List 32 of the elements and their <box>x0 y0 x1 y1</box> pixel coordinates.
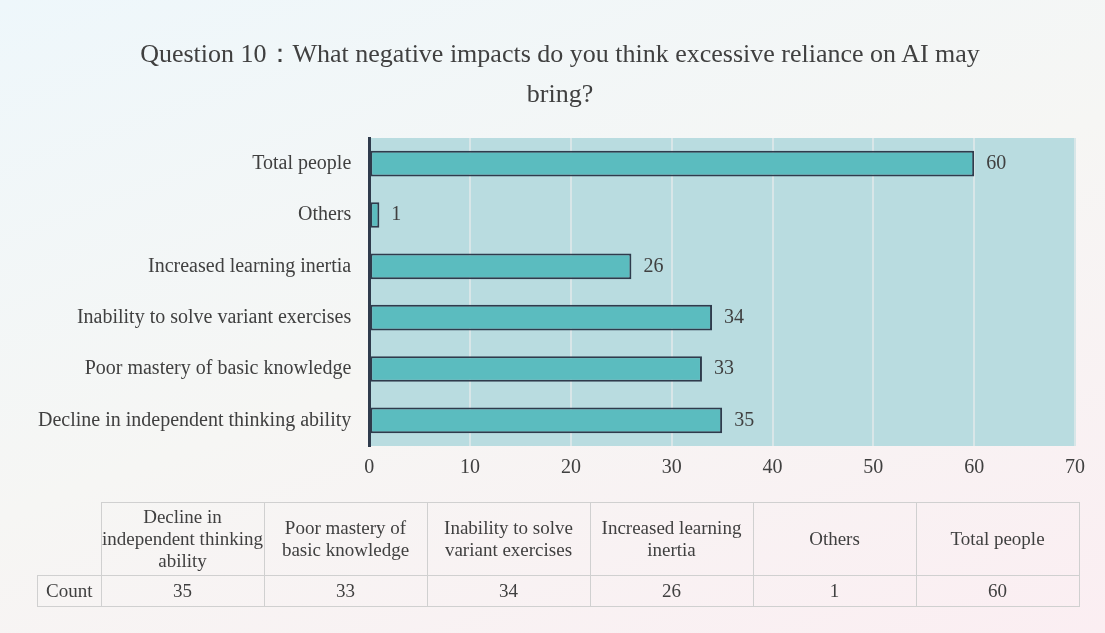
category-label: Total people <box>916 502 1079 576</box>
x-tick-label: 70 <box>1065 455 1085 478</box>
x-tick-label: 50 <box>863 455 884 478</box>
x-tick-label: 0 <box>364 455 375 478</box>
data-label: 33 <box>264 575 427 607</box>
data-label: 35 <box>734 407 755 430</box>
category-label: Others <box>753 502 916 576</box>
y-tick-label: Poor mastery of basic knowledge <box>84 356 352 380</box>
data-label: 26 <box>590 575 753 607</box>
x-tick-label: 10 <box>460 455 481 478</box>
x-tick-label: 60 <box>964 455 985 478</box>
y-tick-label: Inability to solve variant exercises <box>76 304 352 328</box>
data-label: 60 <box>916 575 1079 607</box>
x-tick-label: 30 <box>661 455 682 478</box>
data-label: 35 <box>101 575 264 607</box>
chart-title: Question 10：What negative impacts do you think excessive reliance on AI may bring? <box>139 38 981 110</box>
text: Count <box>37 575 101 607</box>
data-label: 60 <box>986 150 1007 173</box>
data-label: 1 <box>391 202 402 225</box>
category-label: Increased learning inertia <box>590 502 753 576</box>
y-tick-label: Decline in independent thinking ability <box>38 407 352 431</box>
x-tick-label: 20 <box>560 455 581 478</box>
data-label: 33 <box>713 356 734 379</box>
data-label: 34 <box>724 304 745 327</box>
data-label: 34 <box>427 575 590 607</box>
y-tick-label: Others <box>297 202 352 225</box>
category-label: Inability to solve variant exercises <box>427 502 590 576</box>
y-tick-label: Increased learning inertia <box>148 253 352 277</box>
data-label: 1 <box>753 575 916 607</box>
data-label: 26 <box>643 253 664 276</box>
y-tick-label: Total people <box>252 150 352 174</box>
x-tick-label: 40 <box>762 455 783 478</box>
